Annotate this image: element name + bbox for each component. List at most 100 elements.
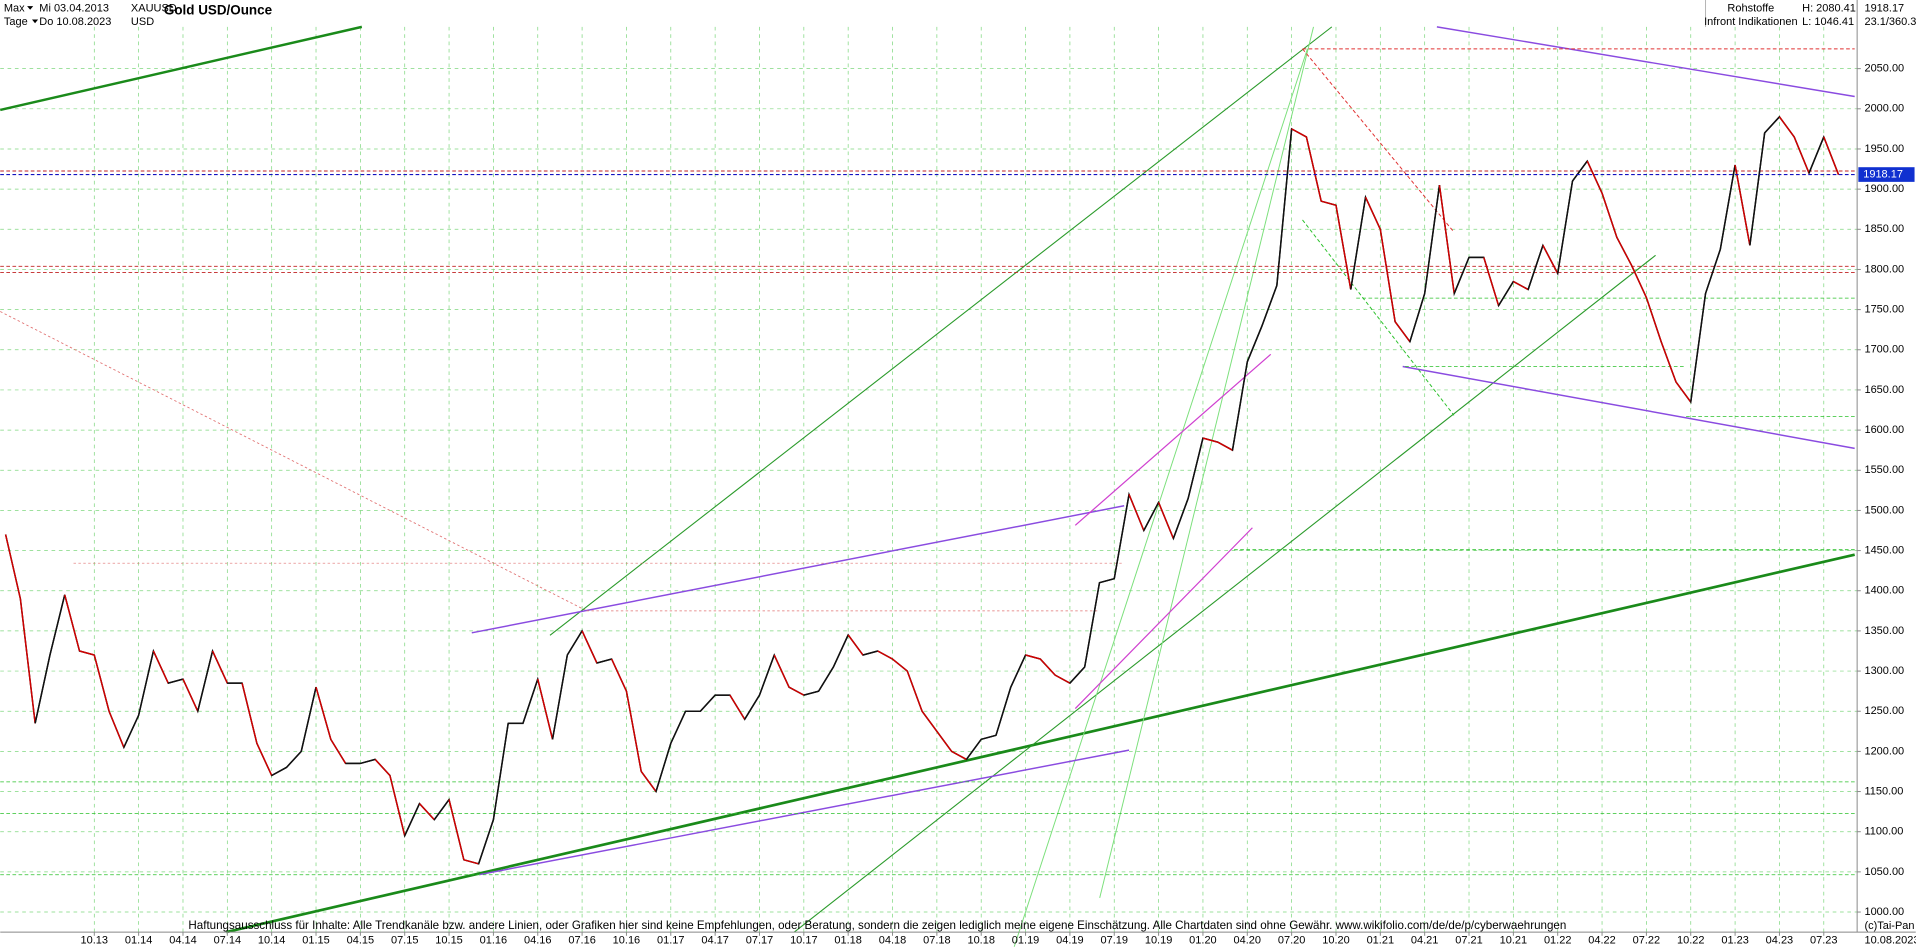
price-segment [1025,654,1041,660]
price-segment [108,710,125,748]
price-segment [300,686,317,752]
y-tick-label: 1750.00 [1864,304,1904,316]
price-segment [877,650,893,660]
price-segment [4,534,22,599]
price-segment [832,634,849,668]
x-tick-label: 04.23 [1766,935,1794,947]
x-tick-label: 10.14 [258,935,285,947]
price-segment [1483,257,1500,306]
x-tick-label: 01.18 [834,935,862,947]
x-tick-label: 07.19 [1100,935,1128,947]
price-segment [1630,265,1648,298]
price-segment [1246,325,1263,363]
last-price: 1918.17 [1864,2,1904,14]
trend-line [1074,353,1272,526]
price-segment [1601,192,1618,238]
x-tick-label: 10.21 [1500,935,1528,947]
price-segment [655,743,672,792]
price-segment [729,694,746,720]
price-segment [49,594,66,656]
price-segment [1113,494,1130,579]
symbol: XAUUSD [131,2,177,14]
price-segment [1143,502,1160,531]
disclaimer: Haftungsausschluss für Inhalte: Alle Tre… [188,919,1566,932]
price-segment [1069,666,1086,684]
period[interactable]: Tage [4,16,28,28]
x-tick-label: 07.16 [568,935,596,947]
x-tick-label: 01.19 [1012,935,1040,947]
x-tick-label: 04.20 [1234,935,1262,947]
dropdown-icon [27,6,39,24]
x-tick-label: 04.15 [347,935,375,947]
price-segment [1808,136,1825,174]
price-segment [906,670,923,712]
price-segment [1231,361,1249,451]
x-tick-label: 07.17 [746,935,774,947]
x-tick-label: 01.22 [1544,935,1572,947]
price-segment [625,691,642,772]
price-segment [921,710,938,732]
trend-line [1402,365,1855,450]
last-price-tag [1858,167,1915,182]
price-segment [892,658,908,672]
price-segment [1039,658,1056,676]
price-segment [537,678,554,740]
price-segment [862,650,878,656]
x-tick-label: 07.21 [1455,935,1482,947]
price-segment [256,743,273,776]
y-tick-label: 1400.00 [1864,585,1904,597]
price-segment [93,654,110,712]
price-segment [1764,116,1780,134]
price-segment [965,738,982,760]
y-tick-label: 1000.00 [1864,906,1904,918]
price-segment [137,650,155,716]
price-segment [610,658,628,692]
price-segment [1438,185,1455,294]
y-tick-label: 1250.00 [1864,705,1904,717]
price-segment [1083,582,1101,668]
x-tick-label: 01.20 [1189,935,1217,947]
price-segment [951,750,967,761]
x-tick-label: 07.18 [923,935,951,947]
price-segment [168,678,184,684]
x-tick-label: 10.17 [790,935,818,947]
price-segment [1453,257,1470,294]
price-segment [817,666,835,692]
price-segment [271,766,287,777]
price-segment [79,650,95,656]
price-segment [995,686,1012,736]
price-segment [1423,185,1441,294]
price-segment [1675,381,1692,403]
trend-line [1099,26,1314,899]
price-segment [1542,245,1559,274]
price-segment [670,710,687,744]
y-tick-label: 1700.00 [1864,344,1904,356]
high: H: 2080.41 [1802,2,1856,14]
price-segment [773,654,790,688]
y-tick-label: 1100.00 [1864,826,1903,838]
x-tick-label: 10.18 [967,935,995,947]
price-segment [241,682,258,744]
y-tick-label: 1950.00 [1864,143,1904,155]
trend-line [1436,26,1855,98]
price-segment [1305,136,1322,202]
price-segment [1734,164,1751,246]
x-tick-label: 04.16 [524,935,552,947]
price-segment [285,750,302,768]
price-segment [1616,236,1633,266]
price-segment [1172,498,1189,539]
current-date: 10.08.2023 [1864,935,1916,947]
price-segment [152,650,169,684]
x-tick-label: 04.17 [701,935,729,947]
price-segment [1128,494,1145,531]
price-segment [211,650,228,684]
y-tick-label: 1300.00 [1864,665,1904,677]
price-segment [1527,245,1544,290]
range[interactable]: Max [4,2,25,14]
trend-line [1013,48,1308,947]
y-tick-label: 1550.00 [1864,464,1904,476]
price-segment [1778,116,1795,138]
x-tick-label: 10.20 [1322,935,1350,947]
x-tick-label: 10.13 [81,935,109,947]
price-segment [758,654,775,696]
